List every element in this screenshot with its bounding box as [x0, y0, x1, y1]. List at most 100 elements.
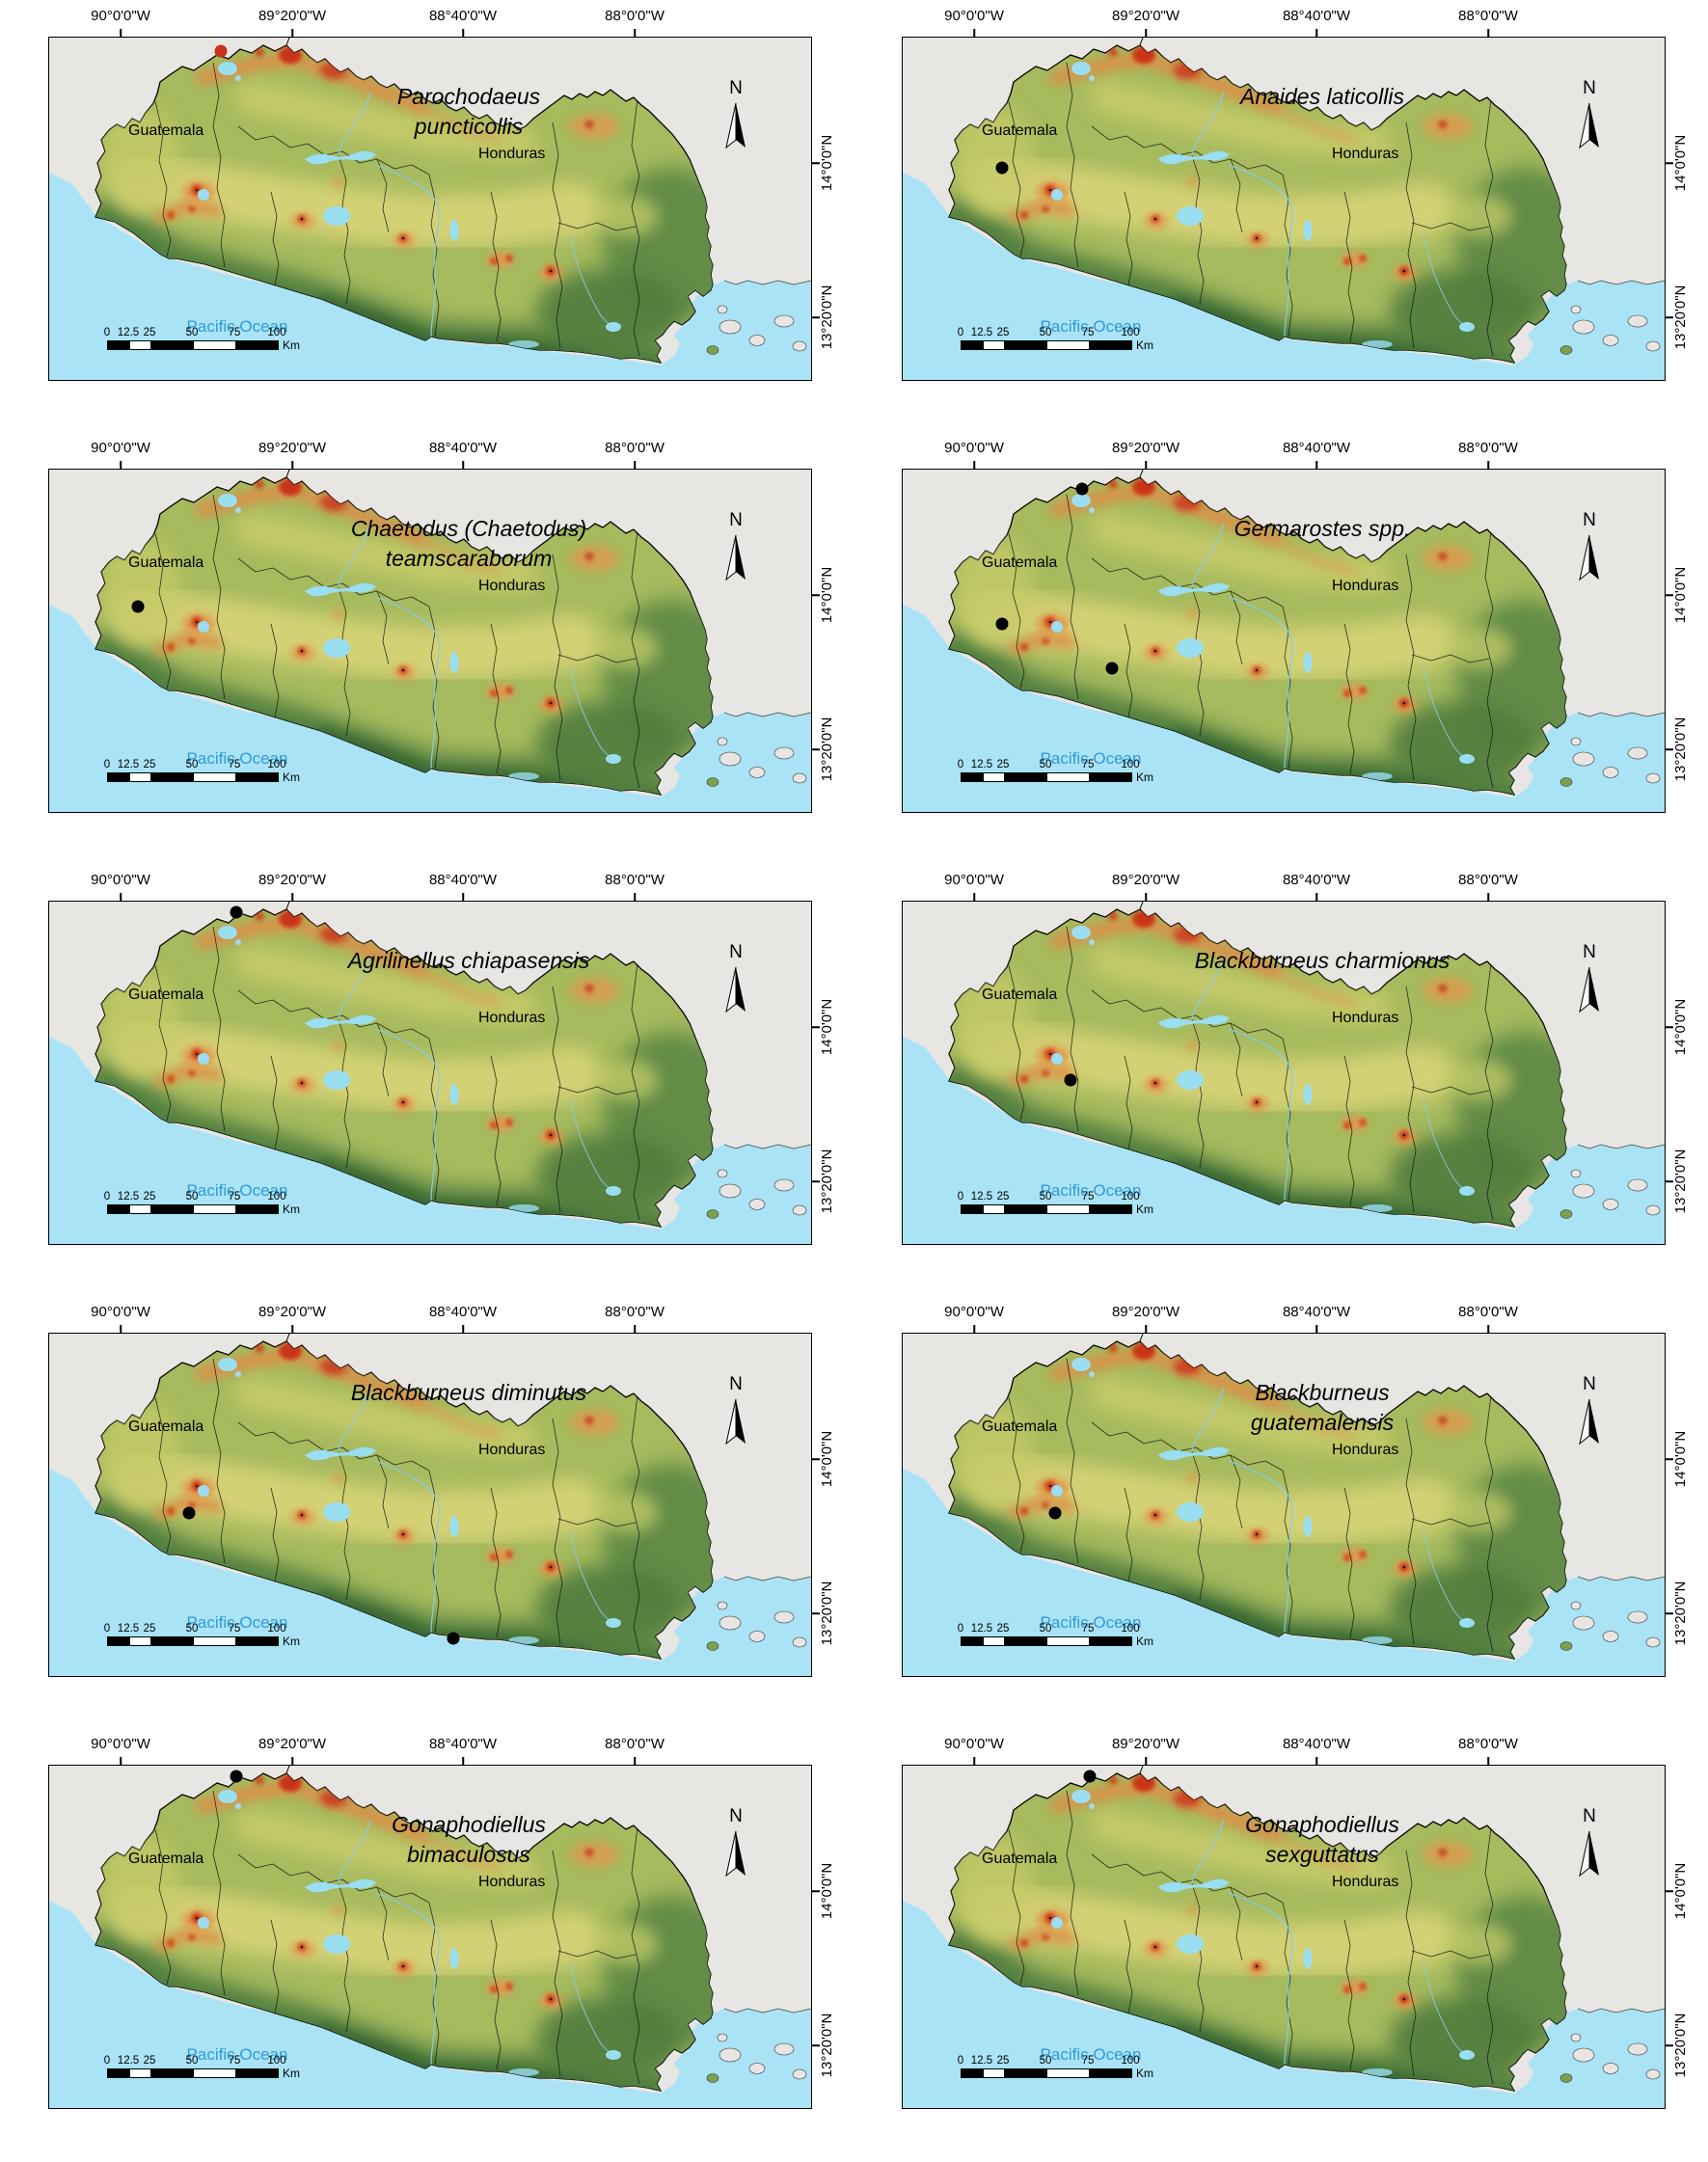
frame-tick: [812, 1180, 820, 1182]
scale-unit-label: Km: [283, 1203, 300, 1216]
scale-tick-label: 12.5: [117, 1191, 140, 1203]
scale-tick-label: 25: [996, 2055, 1010, 2067]
north-label: N: [729, 1806, 743, 1826]
frame-tick: [634, 29, 636, 37]
occurrence-dot: [995, 617, 1009, 631]
scale-tick-label: 100: [267, 759, 286, 770]
scale-tick-label: 75: [1081, 327, 1095, 338]
scale-bar-segments: [107, 1636, 279, 1646]
lon-label: 88°40'0"W: [1282, 440, 1351, 456]
north-label: N: [1583, 510, 1596, 530]
pacific-ocean-label: Pacific Ocean: [1040, 1181, 1142, 1200]
map-panel: 90°0'0"W 89°20'0"W 88°40'0"W 88°0'0"W 14…: [854, 432, 1707, 864]
frame-tick: [120, 1325, 122, 1333]
species-title: Agrilinellus chiapasensis: [347, 948, 590, 973]
scale-tick-label: 25: [996, 759, 1010, 770]
guatemala-label: Guatemala: [982, 122, 1058, 139]
scale-unit-label: Km: [1136, 770, 1153, 784]
lat-label: 13°20'0"N: [819, 716, 835, 782]
scale-tick-label: 75: [1081, 759, 1095, 770]
lon-label: 89°20'0"W: [1111, 1304, 1180, 1320]
north-arrow-icon: [725, 102, 746, 149]
scale-tick-label: 0: [103, 2055, 111, 2067]
scale-tick-label: 12.5: [970, 759, 993, 770]
scale-bar-segments: [961, 1204, 1132, 1214]
guatemala-label: Guatemala: [982, 554, 1058, 571]
frame-tick: [634, 1757, 636, 1765]
scale-tick-label: 0: [957, 1623, 964, 1635]
frame-tick: [1315, 461, 1317, 469]
scale-tick-label: 12.5: [117, 327, 140, 338]
honduras-label: Honduras: [1332, 1874, 1399, 1890]
lon-label: 90°0'0"W: [91, 1304, 150, 1320]
occurrence-dot: [182, 1506, 196, 1520]
frame-tick: [291, 461, 293, 469]
scale-bar-segments: [961, 772, 1132, 782]
frame-tick: [973, 1757, 975, 1765]
pacific-ocean-label: Pacific Ocean: [186, 2045, 288, 2064]
scale-unit-label: Km: [1136, 1635, 1153, 1648]
scale-tick-label: 25: [143, 2055, 156, 2067]
lat-label: 14°0'0"N: [1672, 566, 1689, 624]
north-arrow: N: [1568, 510, 1611, 583]
scale-tick-label: 0: [103, 759, 111, 770]
lat-label: 13°20'0"N: [819, 2013, 835, 2078]
frame-tick: [1315, 1757, 1317, 1765]
frame-tick: [462, 893, 464, 901]
north-arrow: N: [1568, 1374, 1611, 1447]
north-arrow: N: [715, 942, 757, 1015]
north-label: N: [1583, 942, 1596, 962]
lon-label: 88°0'0"W: [605, 1304, 664, 1320]
occurrence-dot: [995, 161, 1009, 175]
scale-tick-label: 0: [957, 2055, 964, 2067]
frame-tick: [120, 893, 122, 901]
frame-tick: [1145, 1325, 1147, 1333]
lon-label: 88°40'0"W: [428, 440, 498, 456]
frame-tick: [1666, 316, 1673, 318]
scale-bar: 0 12.5 25 50 75 100 Km: [957, 1623, 1192, 1648]
occurrence-dot: [131, 600, 145, 613]
pacific-ocean-label: Pacific Ocean: [1040, 749, 1142, 768]
scale-tick-label: 25: [996, 1191, 1010, 1203]
scale-tick-label: 50: [185, 2055, 199, 2067]
north-label: N: [1583, 78, 1596, 98]
occurrence-dot: [447, 1632, 460, 1645]
honduras-label: Honduras: [1332, 1010, 1399, 1026]
north-arrow-icon: [1579, 1830, 1600, 1877]
frame-tick: [812, 1612, 820, 1614]
map-panel: 90°0'0"W 89°20'0"W 88°40'0"W 88°0'0"W 14…: [0, 1296, 854, 1728]
scale-tick-label: 25: [996, 1623, 1010, 1635]
frame-tick: [812, 594, 820, 596]
lon-label: 88°40'0"W: [428, 8, 498, 24]
map-panel: 90°0'0"W 89°20'0"W 88°40'0"W 88°0'0"W 14…: [854, 0, 1707, 432]
scale-tick-label: 75: [228, 759, 241, 770]
frame-tick: [973, 29, 975, 37]
frame-tick: [1666, 748, 1673, 750]
lat-label: 13°20'0"N: [1672, 2013, 1689, 2078]
scale-tick-label: 12.5: [970, 2055, 993, 2067]
scale-tick-label: 25: [143, 327, 156, 338]
lon-label: 89°20'0"W: [258, 8, 327, 24]
species-title: Blackburneus charmionus: [1194, 948, 1450, 973]
scale-tick-label: 100: [267, 327, 286, 338]
frame-tick: [1315, 29, 1317, 37]
map-frame: Agrilinellus chiapasensis Guatemala Hond…: [48, 901, 812, 1245]
scale-tick-label: 100: [1121, 327, 1140, 338]
north-arrow-icon: [725, 1830, 746, 1877]
guatemala-label: Guatemala: [982, 1419, 1058, 1435]
scale-tick-label: 0: [103, 327, 111, 338]
guatemala-label: Guatemala: [128, 1851, 204, 1867]
scale-tick-label: 100: [1121, 759, 1140, 770]
frame-tick: [812, 1458, 820, 1460]
lon-label: 90°0'0"W: [91, 8, 150, 24]
lon-label: 90°0'0"W: [944, 1736, 1004, 1752]
lon-label: 88°0'0"W: [1458, 872, 1518, 888]
frame-tick: [1666, 2044, 1673, 2046]
scale-bar-segments: [961, 1636, 1132, 1646]
north-arrow-icon: [725, 534, 746, 581]
honduras-label: Honduras: [478, 1010, 546, 1026]
frame-tick: [812, 162, 820, 164]
scale-tick-label: 50: [185, 1623, 199, 1635]
lon-label: 90°0'0"W: [91, 872, 150, 888]
scale-tick-label: 25: [143, 759, 156, 770]
